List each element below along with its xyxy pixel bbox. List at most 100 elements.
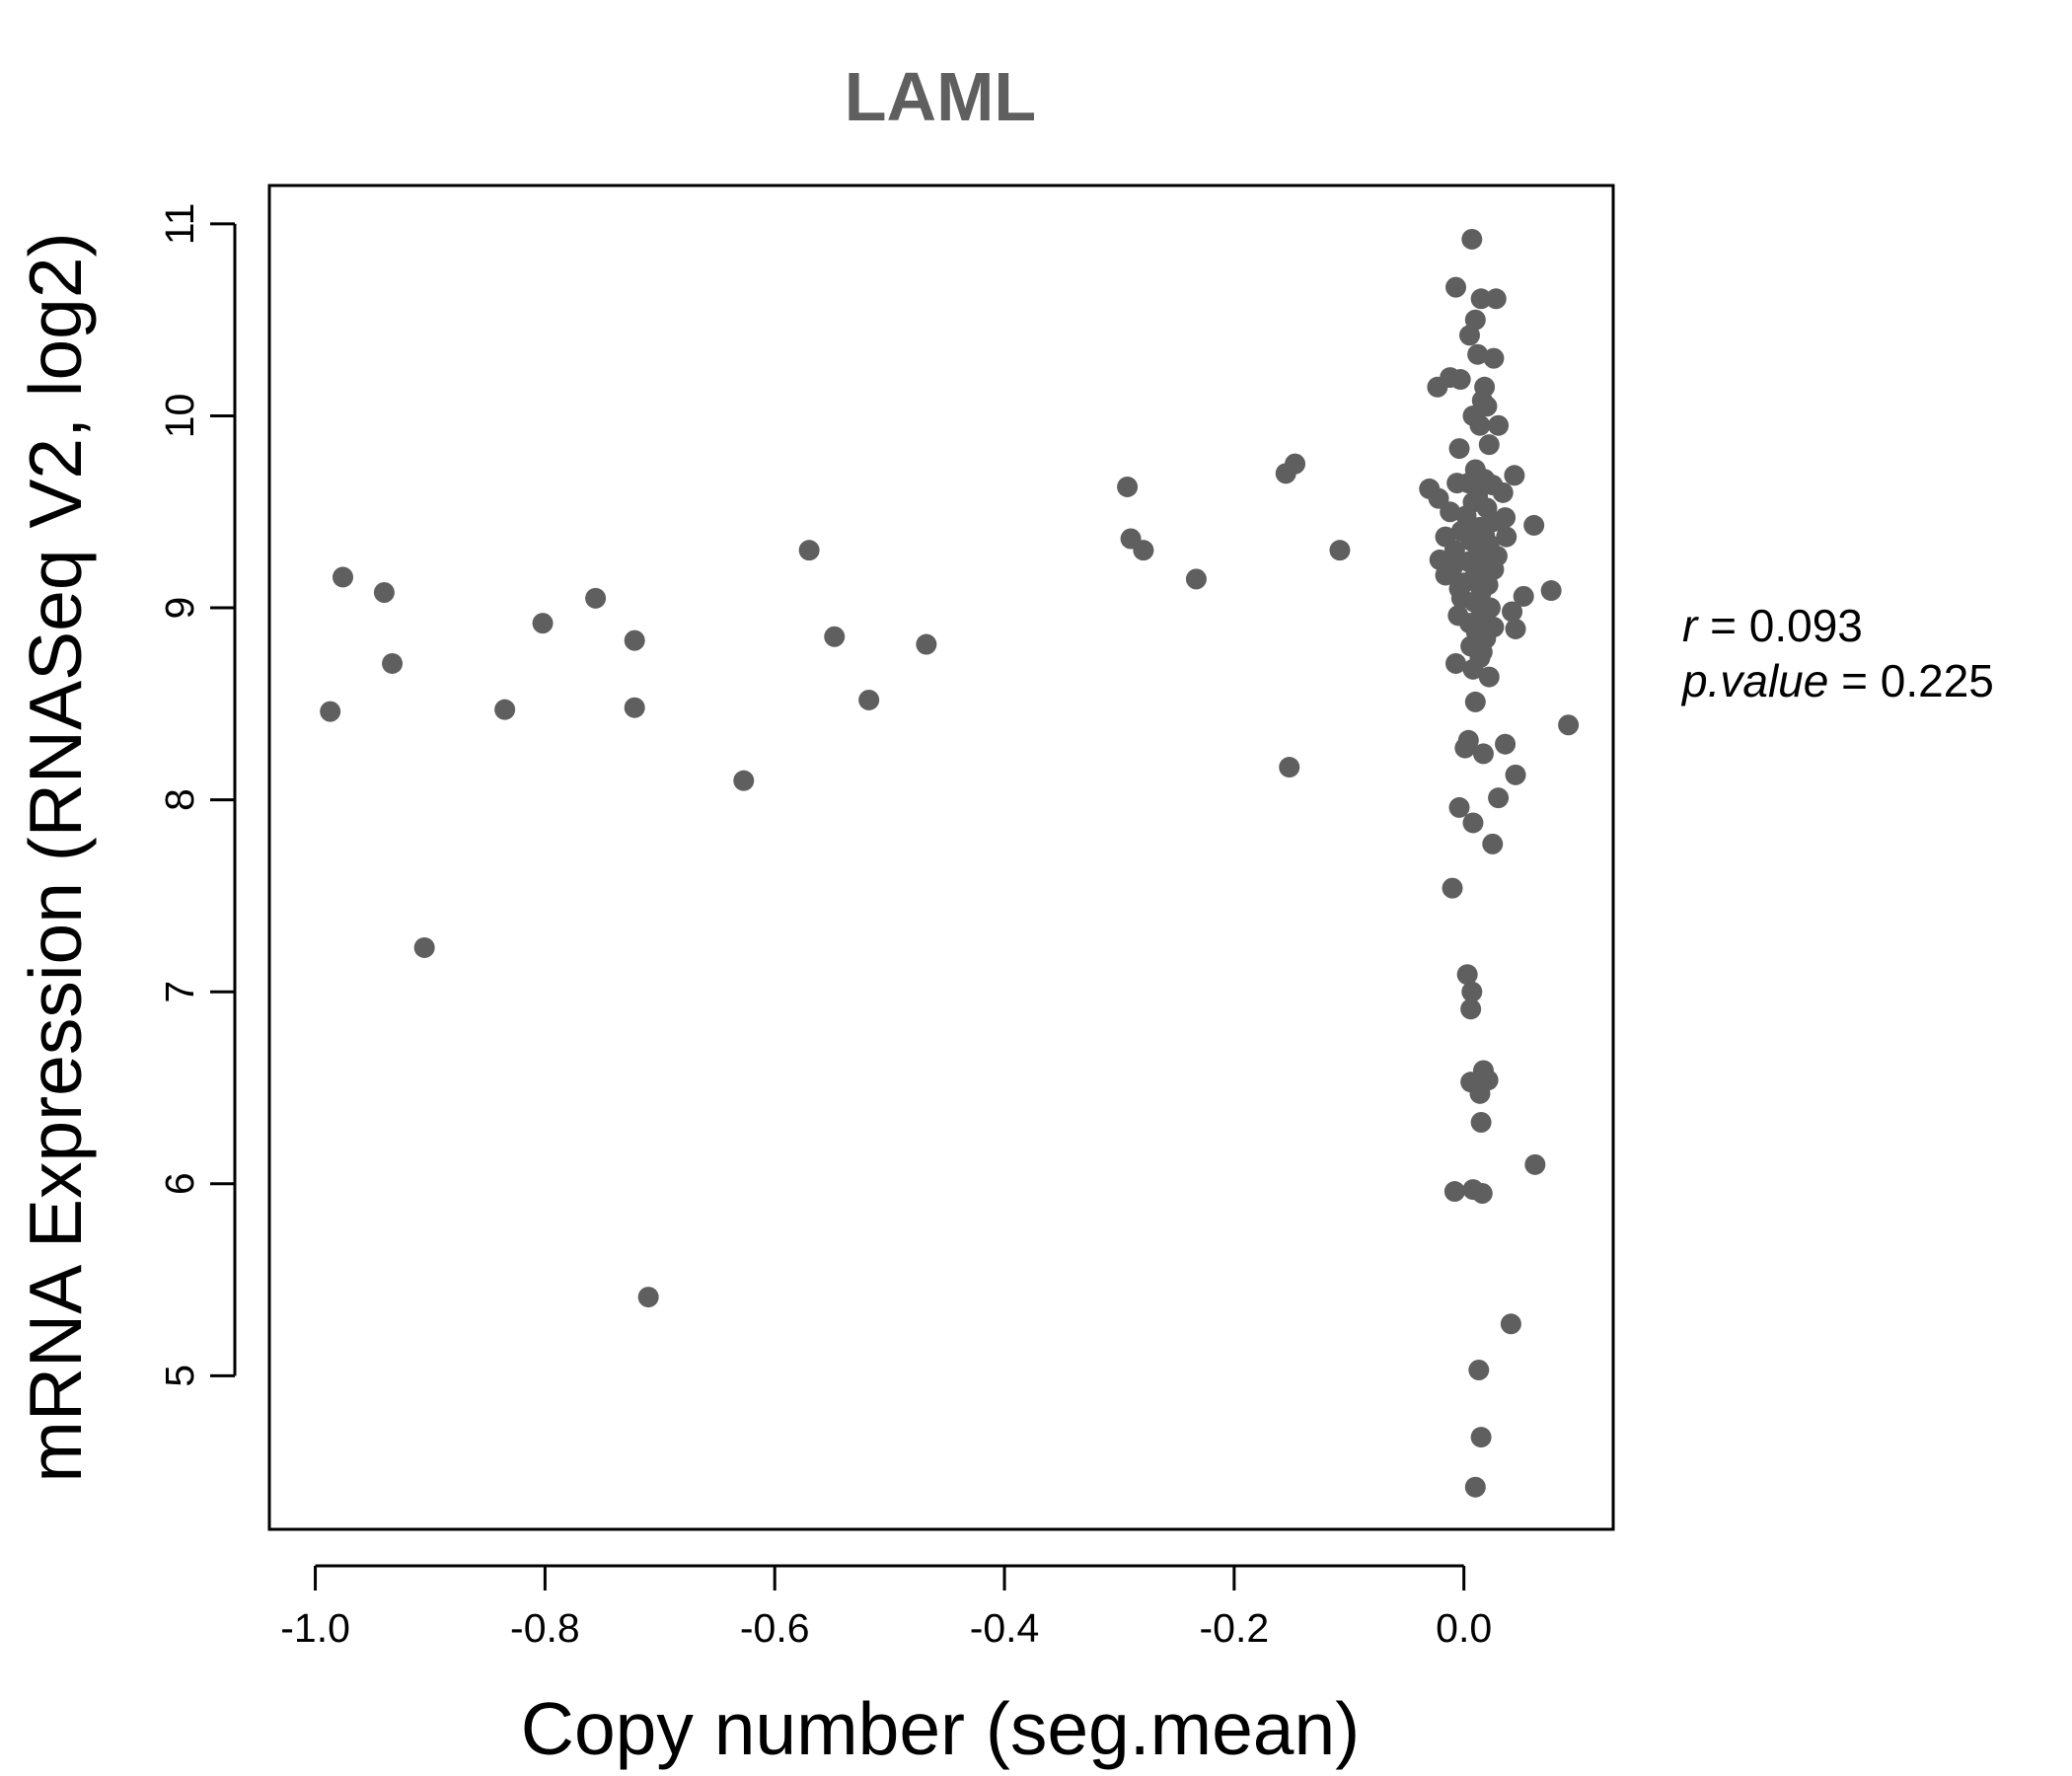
data-point xyxy=(1524,1153,1546,1175)
data-point xyxy=(1461,228,1483,250)
data-point xyxy=(1471,1183,1493,1204)
x-tick-label: -0.8 xyxy=(510,1605,580,1651)
data-point xyxy=(798,540,820,561)
data-point xyxy=(1469,414,1491,436)
data-point xyxy=(1482,833,1504,854)
data-point xyxy=(1285,453,1306,475)
data-point xyxy=(1461,981,1483,1002)
y-tick-label: 11 xyxy=(157,203,202,246)
data-points xyxy=(320,228,1580,1498)
data-point xyxy=(1448,796,1470,818)
data-point xyxy=(1505,618,1526,639)
data-point xyxy=(1488,414,1510,436)
data-point xyxy=(1448,438,1470,460)
data-point xyxy=(637,1287,659,1308)
x-tick-label: 0.0 xyxy=(1436,1605,1492,1651)
plot-frame xyxy=(267,184,1615,1531)
data-point xyxy=(916,633,937,655)
data-point xyxy=(1462,812,1484,834)
data-point xyxy=(1443,540,1465,561)
data-point xyxy=(1513,585,1534,607)
data-point xyxy=(1445,652,1467,674)
data-point xyxy=(1443,1181,1465,1203)
x-tick-label: -0.2 xyxy=(1200,1605,1270,1651)
data-point xyxy=(320,701,341,722)
data-point xyxy=(1442,877,1463,899)
data-point xyxy=(1133,540,1154,561)
chart-title: LAML xyxy=(845,58,1036,135)
r-label: r xyxy=(1682,600,1699,651)
y-tick-label: 10 xyxy=(157,394,202,439)
data-point xyxy=(1185,568,1207,590)
x-tick-label: -0.6 xyxy=(740,1605,810,1651)
y-axis-title: mRNA Expression (RNASeq V2, log2) xyxy=(14,232,97,1482)
data-point xyxy=(1483,347,1505,369)
data-point xyxy=(1427,376,1448,398)
x-axis: -1.0 -0.8 -0.6 -0.4 -0.2 0.0 xyxy=(280,1564,1492,1651)
data-point xyxy=(1329,540,1351,561)
data-point xyxy=(824,626,846,647)
data-point xyxy=(1504,465,1525,486)
r-value: 0.093 xyxy=(1749,600,1863,651)
data-point xyxy=(1505,764,1526,785)
data-point xyxy=(1428,487,1449,509)
data-point xyxy=(1440,501,1461,523)
data-point xyxy=(1464,691,1486,712)
data-point xyxy=(1488,787,1510,809)
data-point xyxy=(1502,601,1523,623)
p-value-label: p.value xyxy=(1680,655,1828,706)
data-point xyxy=(1523,514,1545,536)
data-point xyxy=(1496,526,1517,548)
data-point xyxy=(1470,1112,1492,1134)
data-point xyxy=(1456,964,1478,986)
data-point xyxy=(1467,343,1489,365)
data-point xyxy=(1470,1427,1492,1448)
y-tick-label: 6 xyxy=(157,1172,202,1195)
data-point xyxy=(1449,369,1471,391)
data-point xyxy=(1117,476,1139,497)
data-point xyxy=(494,699,516,720)
data-point xyxy=(624,697,645,718)
y-tick-label: 9 xyxy=(157,597,202,620)
data-point xyxy=(532,613,554,634)
x-axis-title: Copy number (seg.mean) xyxy=(521,1687,1360,1770)
data-point xyxy=(1446,473,1468,494)
p-value-stat: p.value = 0.225 xyxy=(1680,655,1994,706)
data-point xyxy=(1500,1313,1521,1335)
y-axis: 5 6 7 8 9 10 11 xyxy=(157,203,237,1387)
data-point xyxy=(413,936,435,958)
y-tick-label: 5 xyxy=(157,1365,202,1387)
data-point xyxy=(1279,757,1300,778)
data-point xyxy=(1558,714,1580,736)
p-value-value: 0.225 xyxy=(1881,655,1994,706)
data-point xyxy=(1495,733,1517,755)
data-point xyxy=(1445,276,1467,298)
data-point xyxy=(1492,481,1514,503)
data-point xyxy=(1472,743,1494,765)
data-point xyxy=(1460,999,1482,1020)
data-point xyxy=(1463,591,1485,613)
data-point xyxy=(333,566,354,588)
data-point xyxy=(1464,1476,1486,1498)
x-tick-label: -1.0 xyxy=(280,1605,350,1651)
data-point xyxy=(1435,564,1456,586)
data-point xyxy=(382,652,404,674)
data-point xyxy=(1468,1360,1490,1381)
y-tick-label: 8 xyxy=(157,788,202,811)
p-value-equals: = xyxy=(1841,655,1881,706)
y-tick-label: 7 xyxy=(157,981,202,1003)
data-point xyxy=(1485,288,1507,310)
data-point xyxy=(624,629,645,651)
correlation-stats: r = 0.093 p.value = 0.225 xyxy=(1680,600,1994,706)
data-point xyxy=(1478,434,1500,456)
data-point xyxy=(1462,658,1484,680)
data-point xyxy=(585,587,607,609)
r-equals: = xyxy=(1710,600,1749,651)
data-point xyxy=(858,689,880,710)
data-point xyxy=(373,581,395,603)
r-stat: r = 0.093 xyxy=(1682,600,1863,651)
data-point xyxy=(1470,288,1492,310)
data-point xyxy=(1540,580,1562,602)
data-point xyxy=(733,770,755,791)
